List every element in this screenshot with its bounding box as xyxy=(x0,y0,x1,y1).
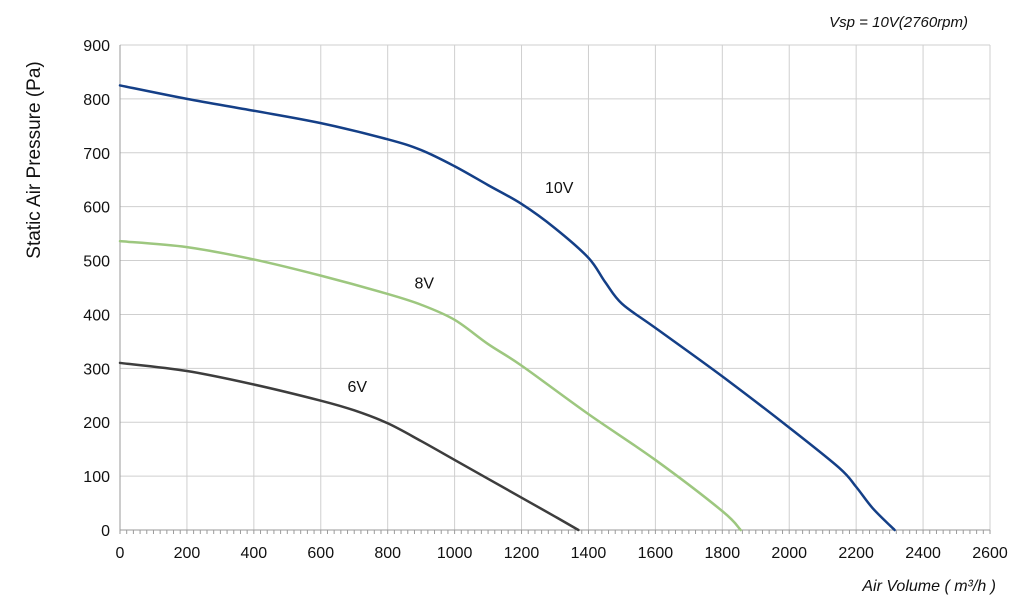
y-tick-label: 300 xyxy=(83,361,110,378)
series-line-10v xyxy=(118,84,896,532)
x-tick-label: 2200 xyxy=(838,545,874,562)
axes xyxy=(119,45,990,531)
series-label-10v: 10V xyxy=(545,180,574,197)
x-tick-label: 0 xyxy=(116,545,125,562)
x-tick-label: 200 xyxy=(174,545,201,562)
x-tick-label: 2600 xyxy=(972,545,1008,562)
y-tick-label: 700 xyxy=(83,146,110,163)
x-axis-title: Air Volume ( m³/h ) xyxy=(861,578,996,595)
x-tick-label: 2000 xyxy=(771,545,807,562)
x-tick-label: 1000 xyxy=(437,545,473,562)
x-tick-label: 400 xyxy=(240,545,267,562)
series-labels: 10V 8V 6V xyxy=(348,180,574,396)
x-minor-ticks xyxy=(119,530,991,534)
y-tick-label: 600 xyxy=(83,200,110,217)
y-tick-label: 200 xyxy=(83,415,110,432)
y-tick-label: 900 xyxy=(83,38,110,55)
series-label-8v: 8V xyxy=(414,276,434,293)
x-tick-label: 1400 xyxy=(571,545,607,562)
series-label-6v: 6V xyxy=(348,379,368,396)
grid-lines xyxy=(120,44,991,530)
y-tick-labels: 0 100 200 300 400 500 600 700 800 900 xyxy=(83,38,110,540)
x-tick-label: 800 xyxy=(374,545,401,562)
y-tick-label: 400 xyxy=(83,307,110,324)
x-tick-label: 1800 xyxy=(705,545,741,562)
series-lines xyxy=(118,84,896,532)
x-tick-label: 2400 xyxy=(905,545,941,562)
y-axis-title: Static Air Pressure (Pa) xyxy=(24,61,45,258)
x-tick-labels: 0 200 400 600 800 1000 1200 1400 1600 1800 2000 220… xyxy=(116,545,1008,562)
y-tick-label: 0 xyxy=(101,523,110,540)
y-tick-label: 500 xyxy=(83,254,110,271)
x-tick-label: 1600 xyxy=(638,545,674,562)
x-tick-label: 1200 xyxy=(504,545,540,562)
series-line-8v xyxy=(118,239,742,532)
series-line-6v xyxy=(118,361,580,532)
y-tick-label: 100 xyxy=(83,469,110,486)
speed-note: Vsp = 10V(2760rpm) xyxy=(829,14,968,31)
y-tick-label: 800 xyxy=(83,92,110,109)
x-tick-label: 600 xyxy=(307,545,334,562)
